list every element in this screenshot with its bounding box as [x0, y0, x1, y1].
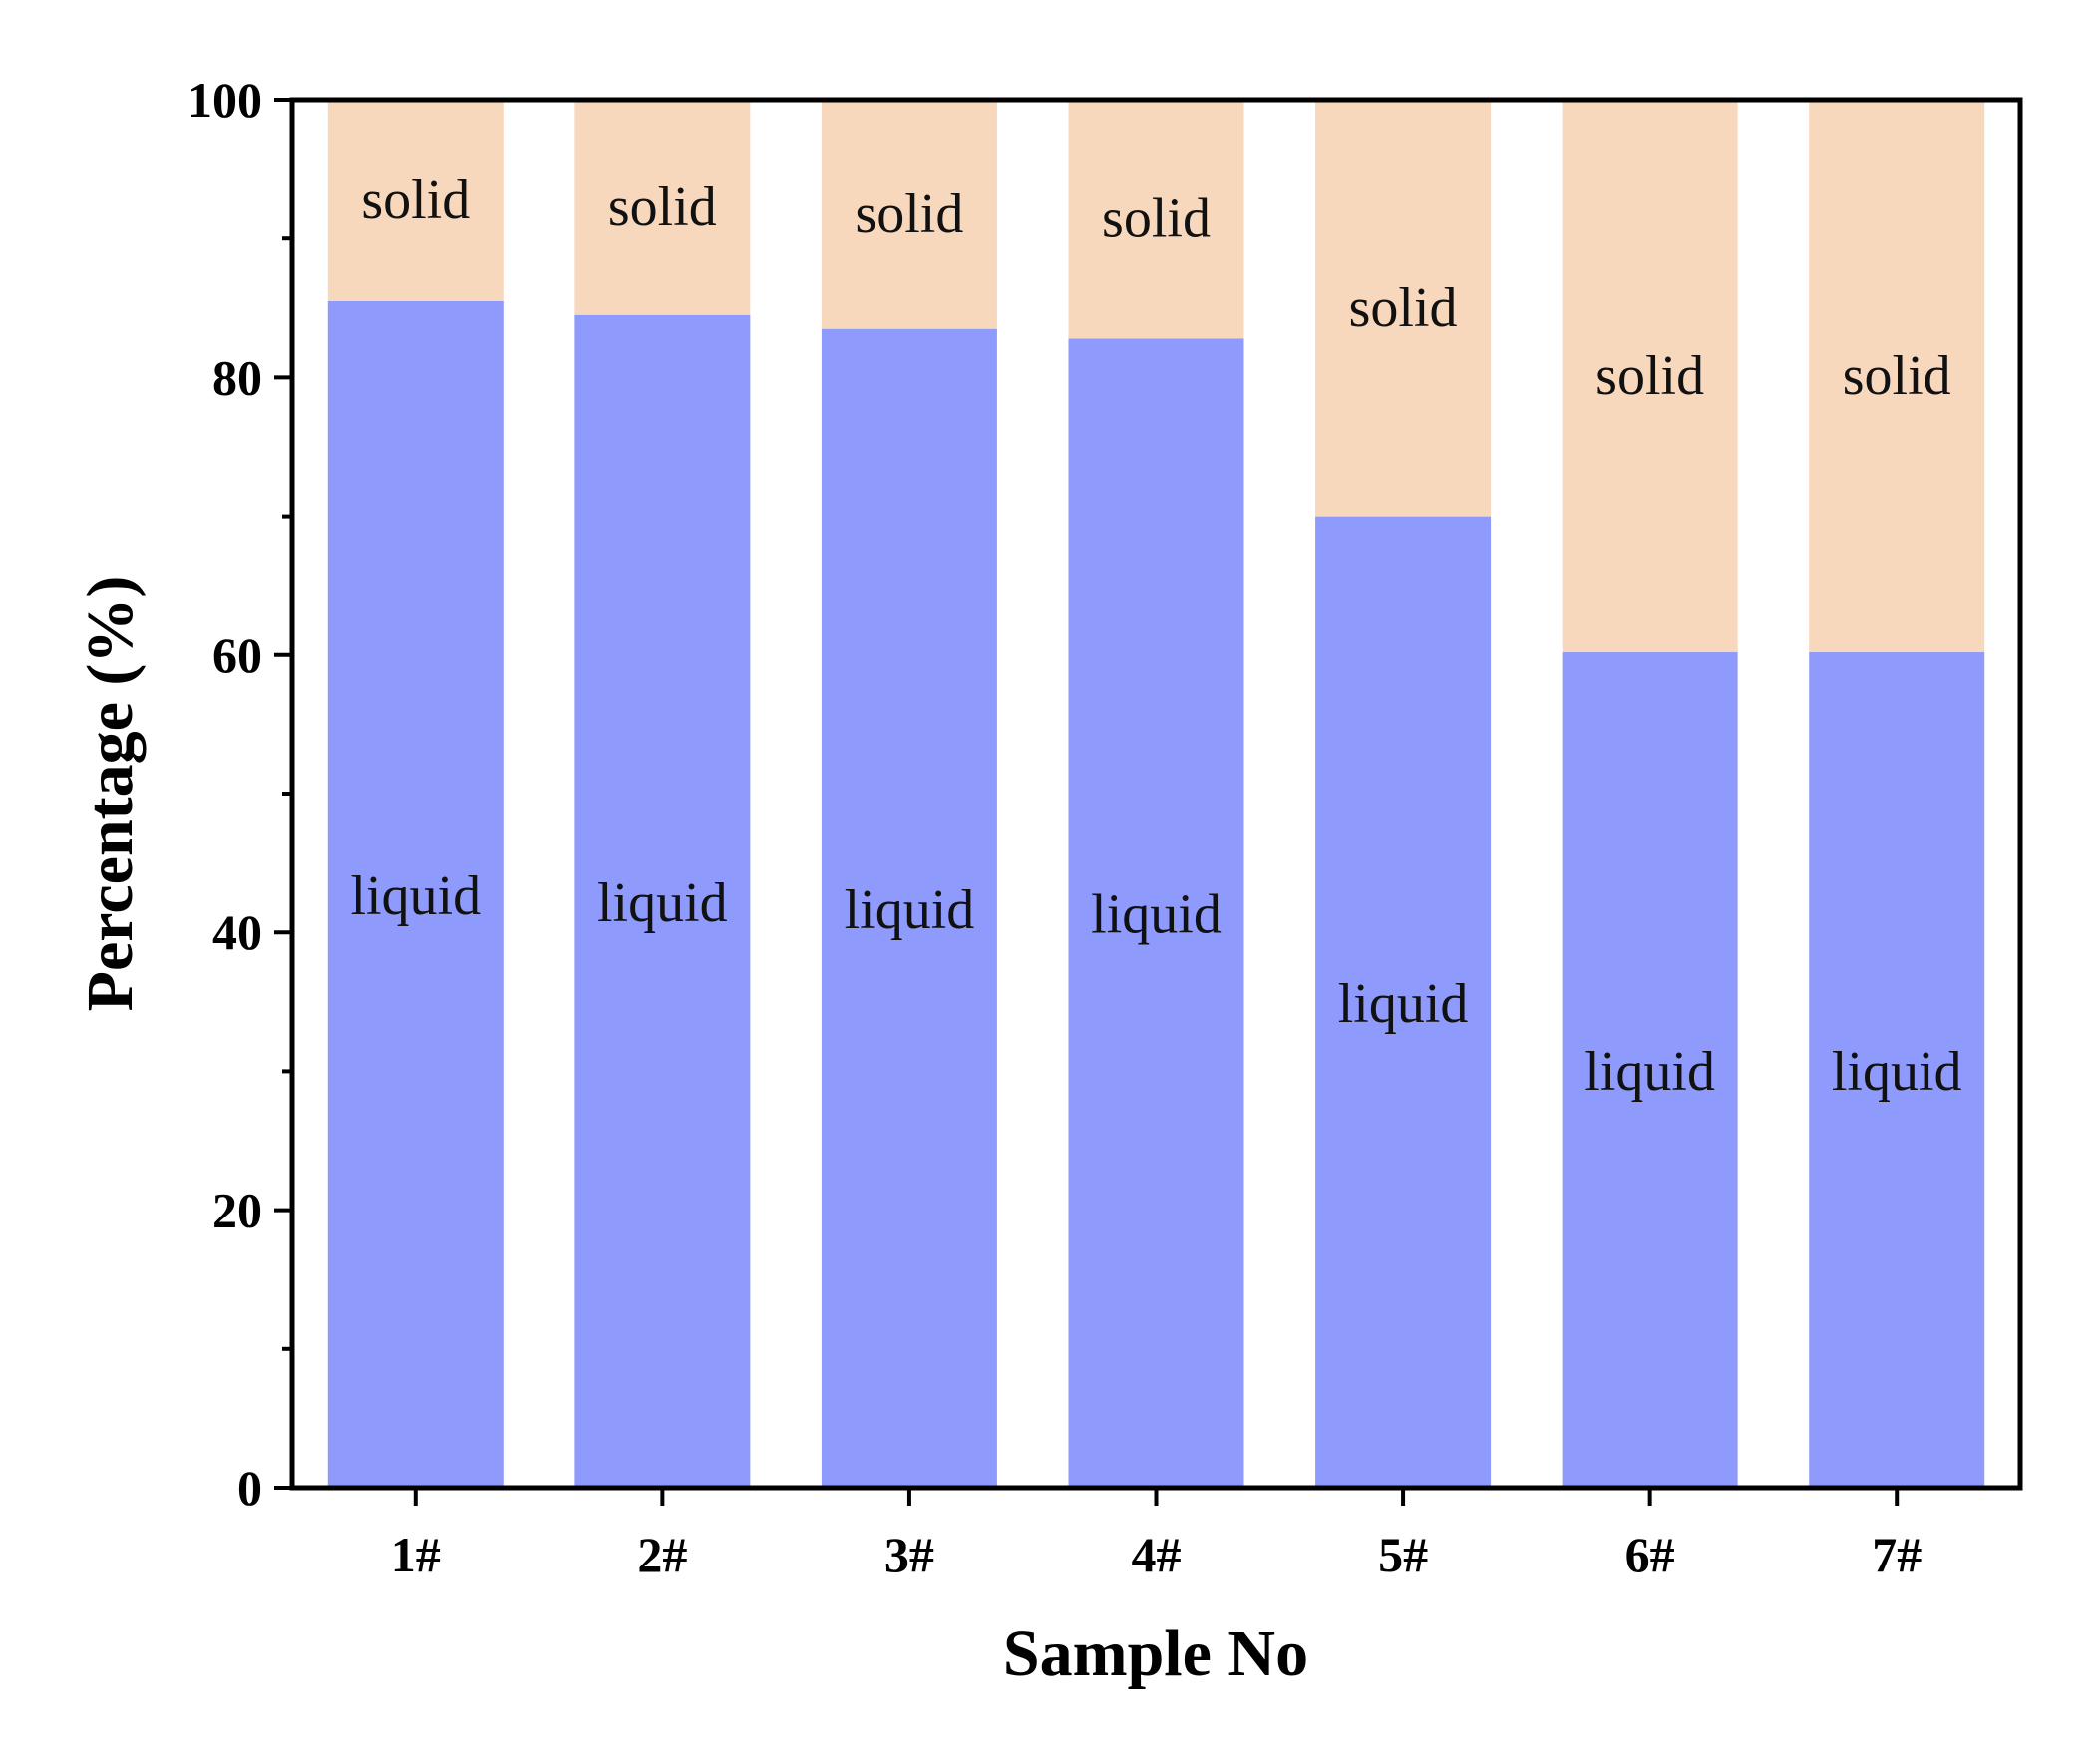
bar-label-liquid-2: liquid	[597, 872, 728, 934]
y-tick-label-0: 0	[237, 1460, 262, 1516]
bar-label-solid-1: solid	[361, 170, 470, 231]
bar-liquid-6	[1562, 652, 1738, 1488]
y-tick-label-40: 40	[212, 904, 262, 960]
bar-liquid-2	[574, 314, 751, 1488]
bar-label-liquid-7: liquid	[1832, 1041, 1962, 1103]
bar-liquid-7	[1809, 652, 1985, 1488]
x-tick-label-4: 4#	[1132, 1527, 1182, 1582]
bar-label-liquid-4: liquid	[1091, 884, 1222, 946]
bar-label-liquid-3: liquid	[845, 879, 975, 941]
bars-layer	[327, 100, 1985, 1489]
y-tick-label-60: 60	[212, 627, 262, 683]
bar-liquid-1	[327, 300, 504, 1489]
bar-label-liquid-1: liquid	[350, 866, 481, 927]
bar-label-solid-6: solid	[1595, 345, 1704, 407]
bar-liquid-3	[821, 328, 997, 1489]
x-axis-title: Sample No	[1003, 1617, 1308, 1690]
x-axis-ticks: 1# 2# 3# 4# 5# 6# 7#	[391, 1488, 1922, 1582]
x-tick-label-3: 3#	[884, 1527, 934, 1582]
x-tick-label-7: 7#	[1872, 1527, 1922, 1582]
bar-liquid-4	[1068, 338, 1244, 1488]
bar-label-solid-5: solid	[1349, 277, 1458, 339]
x-tick-label-5: 5#	[1378, 1527, 1428, 1582]
bar-solid-6	[1562, 100, 1738, 653]
bar-solid-4	[1068, 100, 1244, 339]
bar-label-solid-2: solid	[608, 176, 717, 238]
x-tick-label-6: 6#	[1625, 1527, 1675, 1582]
y-axis-title: Percentage (%)	[74, 576, 147, 1012]
bar-solid-5	[1315, 100, 1492, 517]
bar-solid-1	[327, 100, 504, 301]
x-tick-label-2: 2#	[637, 1527, 687, 1582]
bar-solid-3	[821, 100, 997, 329]
bar-solid-2	[574, 100, 751, 315]
bar-label-liquid-5: liquid	[1338, 973, 1469, 1035]
bar-labels-layer: liquid solid liquid solid liquid solid liquid s…	[350, 170, 1961, 1103]
x-tick-label-1: 1#	[391, 1527, 441, 1582]
y-tick-label-100: 100	[187, 72, 262, 128]
bar-label-solid-3: solid	[855, 183, 963, 245]
y-tick-label-80: 80	[212, 349, 262, 405]
y-axis-ticks: 0 20 40 60 80 100	[187, 72, 292, 1516]
bar-label-solid-4: solid	[1102, 188, 1211, 250]
bar-label-liquid-6: liquid	[1584, 1041, 1715, 1103]
bar-solid-7	[1809, 100, 1985, 653]
bar-liquid-5	[1315, 516, 1492, 1488]
y-tick-label-20: 20	[212, 1183, 262, 1238]
bar-label-solid-7: solid	[1843, 345, 1951, 407]
